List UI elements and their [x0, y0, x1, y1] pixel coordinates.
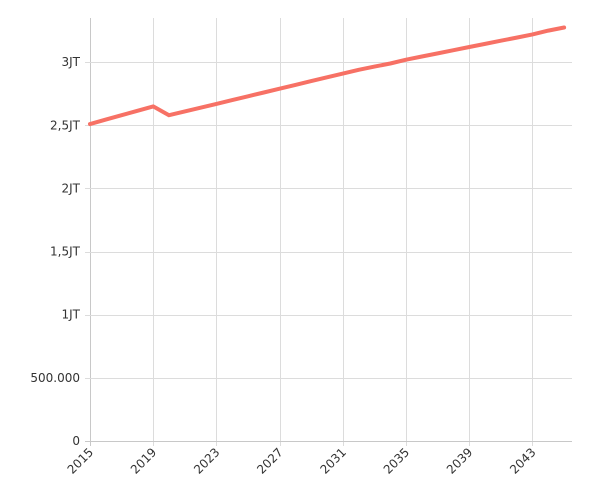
y-tick-label: 1,5JT — [50, 245, 81, 259]
x-tick-label: 2031 — [317, 445, 348, 476]
y-axis-tick-labels: 0 500.000 1JT 1,5JT 2JT 2,5JT 3JT — [30, 55, 80, 448]
x-tick-label: 2023 — [191, 445, 222, 476]
series-layer — [88, 25, 567, 127]
y-tick-label: 500.000 — [30, 371, 80, 385]
x-tick-label: 2035 — [381, 445, 412, 476]
x-tick-label: 2039 — [444, 445, 475, 476]
x-tick-label: 2043 — [507, 445, 538, 476]
y-tick-label: 0 — [72, 434, 80, 448]
x-tick-label: 2015 — [65, 445, 96, 476]
y-tick-label: 3JT — [61, 55, 80, 69]
y-tick-label: 1JT — [61, 308, 80, 322]
series-line-0 — [88, 25, 567, 127]
x-axis-tick-labels: 2015 2019 2023 2027 2031 2035 2039 2043 — [65, 445, 539, 476]
horizontal-gridlines — [85, 62, 572, 442]
x-tick-label: 2027 — [254, 445, 285, 476]
y-tick-label: 2,5JT — [50, 118, 81, 132]
y-tick-label: 2JT — [61, 181, 80, 195]
x-tick-label: 2019 — [128, 445, 159, 476]
